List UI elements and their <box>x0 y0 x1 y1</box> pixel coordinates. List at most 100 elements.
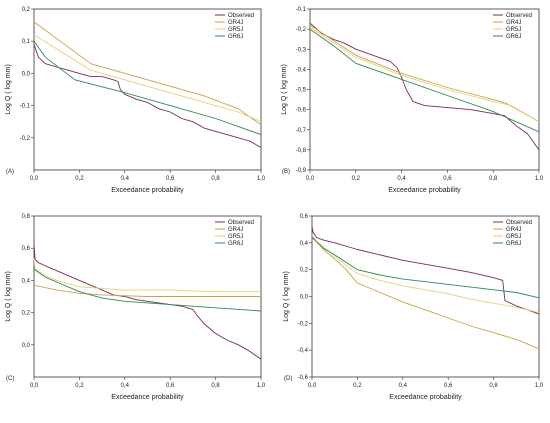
x-tick-label: 1,0 <box>535 176 544 182</box>
y-axis-label: Log Q ( log mm) <box>281 64 288 115</box>
y-tick-label: -0,8 <box>296 148 307 154</box>
x-axis-label: Exceedance probability <box>389 394 462 401</box>
y-tick-label: 0,6 <box>300 214 309 220</box>
x-tick-label: 0,8 <box>211 383 220 389</box>
plot-frame <box>309 8 540 171</box>
x-tick-label: 0,0 <box>30 176 39 182</box>
series-line-gr4j <box>309 24 540 123</box>
y-tick-label: -0,1 <box>296 7 307 13</box>
x-tick-label: 0,8 <box>489 383 498 389</box>
y-tick-label: -0,6 <box>298 375 309 381</box>
y-tick-label: 0,0 <box>22 343 31 349</box>
x-tick-label: 0,0 <box>308 383 317 389</box>
x-tick-label: 0,2 <box>75 176 84 182</box>
x-tick-label: 1,0 <box>535 383 544 389</box>
chart-panel-4: 0,0 0,2 0,4 0,6 0,8 1,0 0,6 0,4 0,2 0,0 -0,2 -0,4 -0… <box>283 214 544 401</box>
series-line-observed <box>33 44 262 148</box>
plot-frame <box>33 8 262 171</box>
legend-entry: GR6J <box>228 241 243 247</box>
legend-entry: GR4J <box>228 227 243 233</box>
panel-letter: (A) <box>6 169 14 175</box>
y-tick-label: 0,4 <box>22 278 31 284</box>
y-tick-label: 0,8 <box>22 214 31 220</box>
x-tick-label: 0,2 <box>353 383 362 389</box>
legend-entry: GR5J <box>506 27 521 33</box>
x-axis-label: Exceedance probability <box>111 394 184 401</box>
series-line-gr6j <box>311 237 540 299</box>
y-tick-label: -0,1 <box>20 104 31 110</box>
legend-entry: Observed <box>506 13 532 19</box>
legend-entry: GR4J <box>228 20 243 26</box>
y-tick-label: -0,4 <box>296 67 307 73</box>
x-tick-label: 0,0 <box>30 383 39 389</box>
series-line-gr5j <box>33 257 261 293</box>
legend-entry: GR5J <box>228 27 243 33</box>
y-tick-label: -0,4 <box>298 348 309 354</box>
x-tick-label: 0,6 <box>443 176 452 182</box>
x-tick-label: 0,0 <box>306 176 315 182</box>
series-line-gr5j <box>33 34 262 123</box>
y-tick-label: -0,2 <box>298 321 309 327</box>
y-tick-label: -0,5 <box>296 88 307 94</box>
legend-entry: GR6J <box>228 34 243 40</box>
y-tick-label: 0,2 <box>22 311 31 317</box>
series-line-gr5j <box>309 26 540 123</box>
legend-entry: Observed <box>228 13 254 19</box>
legend-entry: GR5J <box>228 234 243 240</box>
series-line-observed <box>311 226 540 315</box>
series-line-gr4j <box>33 284 261 297</box>
y-tick-label: -0,2 <box>20 136 31 142</box>
x-tick-label: 0,2 <box>352 176 361 182</box>
panel-letter: (C) <box>6 376 14 382</box>
y-tick-label: -0,3 <box>296 47 307 53</box>
x-tick-label: 0,6 <box>166 176 175 182</box>
panel-letter: (B) <box>282 169 290 175</box>
chart-panel-2: 0,0 0,2 0,4 0,6 0,8 1,0 -0,1 -0,2 -0,3 -0,4 -0,5 -0… <box>281 7 544 194</box>
series-line-gr5j <box>311 237 540 314</box>
y-axis-label: Log Q ( log mm) <box>5 64 12 115</box>
plot-frame <box>311 215 540 378</box>
x-tick-label: 0,6 <box>166 383 175 389</box>
y-tick-label: -0,7 <box>296 128 307 134</box>
series-line-gr6j <box>309 28 540 133</box>
panel-letter: (D) <box>284 376 292 382</box>
y-tick-label: 0,4 <box>300 241 309 247</box>
y-tick-label: 0,2 <box>22 7 31 13</box>
y-axis-label: Log Q ( log mm) <box>283 271 290 322</box>
series-line-gr4j <box>33 21 262 126</box>
x-tick-label: 1,0 <box>257 383 266 389</box>
y-tick-label: 0,6 <box>22 246 31 252</box>
y-tick-label: 0,0 <box>300 295 309 301</box>
legend-entry: Observed <box>506 220 532 226</box>
series-line-gr6j <box>33 40 262 136</box>
chart-panel-3: 0,0 0,2 0,4 0,6 0,8 1,0 0,8 0,6 0,4 0,2 0,0 Exceeda… <box>5 214 266 401</box>
series-line-gr4j <box>311 235 540 350</box>
legend-entry: GR5J <box>506 234 521 240</box>
legend-entry: GR4J <box>506 227 521 233</box>
chart-panel-1: 0,0 0,2 0,4 0,6 0,8 1,0 0,2 0,1 0,0 -0,1 -0,2 Excee… <box>5 7 266 194</box>
x-tick-label: 0,2 <box>75 383 84 389</box>
y-axis-label: Log Q ( log mm) <box>5 271 12 322</box>
x-tick-label: 0,4 <box>399 383 408 389</box>
x-tick-label: 0,4 <box>121 383 130 389</box>
y-tick-label: 0,2 <box>300 268 309 274</box>
x-tick-label: 0,4 <box>397 176 406 182</box>
legend-entry: GR6J <box>506 34 521 40</box>
legend-entry: GR6J <box>506 241 521 247</box>
y-tick-label: -0,2 <box>296 27 307 33</box>
x-axis-label: Exceedance probability <box>111 187 184 194</box>
x-tick-label: 0,6 <box>444 383 453 389</box>
y-tick-label: -0,9 <box>296 168 307 174</box>
legend-entry: GR4J <box>506 20 521 26</box>
legend-entry: Observed <box>228 220 254 226</box>
x-tick-label: 1,0 <box>257 176 266 182</box>
series-line-observed <box>33 244 262 360</box>
y-tick-label: 0,0 <box>22 71 31 77</box>
y-tick-label: -0,6 <box>296 108 307 114</box>
series-line-gr6j <box>33 268 262 312</box>
